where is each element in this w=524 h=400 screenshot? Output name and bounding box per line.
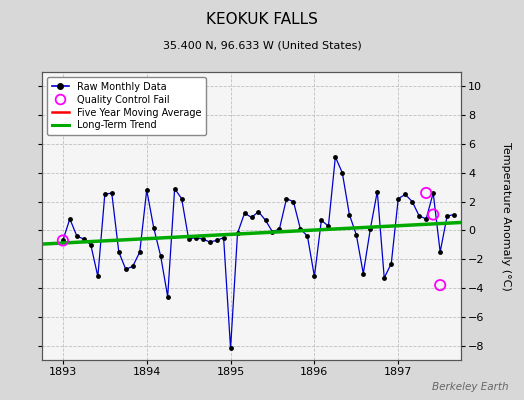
Point	[387, 260, 396, 267]
Point	[86, 242, 95, 248]
Point	[331, 154, 340, 160]
Y-axis label: Temperature Anomaly (°C): Temperature Anomaly (°C)	[501, 142, 511, 290]
Point	[352, 232, 361, 238]
Point	[261, 217, 270, 224]
Point	[170, 186, 179, 192]
Point	[380, 275, 388, 281]
Point	[317, 217, 325, 224]
Point	[394, 196, 402, 202]
Point	[66, 216, 74, 222]
Point	[275, 226, 283, 232]
Point	[436, 249, 444, 255]
Point	[59, 237, 67, 244]
Point	[115, 249, 123, 255]
Point	[422, 190, 430, 196]
Point	[107, 190, 116, 196]
Point	[296, 226, 304, 232]
Point	[143, 187, 151, 193]
Point	[450, 211, 458, 218]
Point	[254, 208, 263, 215]
Point	[163, 294, 172, 300]
Point	[178, 196, 186, 202]
Point	[59, 237, 67, 244]
Point	[220, 234, 228, 241]
Point	[73, 233, 81, 239]
Point	[191, 234, 200, 241]
Point	[345, 211, 354, 218]
Point	[122, 266, 130, 272]
Legend: Raw Monthly Data, Quality Control Fail, Five Year Moving Average, Long-Term Tren: Raw Monthly Data, Quality Control Fail, …	[47, 77, 206, 135]
Point	[408, 198, 417, 205]
Point	[212, 237, 221, 244]
Point	[338, 170, 346, 176]
Point	[310, 273, 319, 280]
Point	[359, 270, 367, 277]
Point	[429, 211, 438, 218]
Point	[436, 282, 444, 288]
Point	[401, 191, 409, 198]
Point	[429, 190, 438, 196]
Text: KEOKUK FALLS: KEOKUK FALLS	[206, 12, 318, 27]
Point	[366, 226, 375, 232]
Point	[289, 198, 298, 205]
Point	[94, 273, 102, 280]
Point	[324, 223, 333, 229]
Point	[282, 196, 291, 202]
Point	[241, 210, 249, 216]
Point	[268, 229, 277, 235]
Text: Berkeley Earth: Berkeley Earth	[432, 382, 508, 392]
Point	[443, 213, 451, 219]
Point	[415, 213, 423, 219]
Point	[205, 239, 214, 245]
Point	[184, 236, 193, 242]
Point	[226, 345, 235, 352]
Point	[80, 236, 88, 242]
Point	[157, 253, 165, 260]
Point	[199, 236, 207, 242]
Point	[373, 188, 381, 195]
Point	[233, 230, 242, 236]
Point	[101, 191, 109, 198]
Text: 35.400 N, 96.633 W (United States): 35.400 N, 96.633 W (United States)	[162, 40, 362, 50]
Point	[422, 216, 430, 222]
Point	[128, 263, 137, 270]
Point	[136, 249, 144, 255]
Point	[247, 214, 256, 221]
Point	[149, 224, 158, 231]
Point	[303, 233, 312, 239]
